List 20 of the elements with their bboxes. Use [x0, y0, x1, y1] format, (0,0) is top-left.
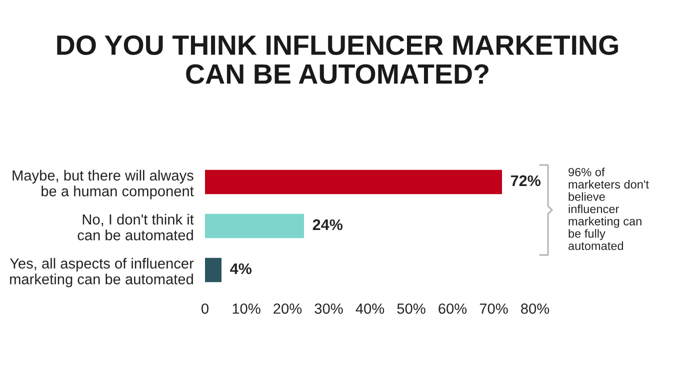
chart-title: DO YOU THINK INFLUENCER MARKETING CAN BE AUTOMATED? — [57, 35, 618, 84]
x-tick-label: 40% — [356, 303, 384, 314]
data-label: 4% — [230, 263, 252, 274]
x-tick-label: 30% — [314, 303, 343, 314]
bar — [205, 214, 304, 238]
text: 96% of marketers don't believe influencer marketing can be fully automated — [568, 168, 649, 250]
data-label: 72% — [510, 175, 541, 186]
bar — [205, 258, 222, 282]
y-tick-label: No, I don't think it can be automated — [78, 214, 194, 240]
x-tick-label: 80% — [521, 303, 550, 314]
y-tick-label: Yes, all aspects of influencer marketing can be automated — [10, 258, 194, 288]
bar — [205, 170, 502, 194]
data-label: 24% — [312, 219, 343, 230]
x-tick-label: 20% — [274, 303, 302, 314]
x-tick-label: 60% — [438, 303, 467, 314]
x-tick-label: 50% — [397, 303, 426, 314]
y-tick-label: Maybe, but there will always be a human component — [12, 170, 194, 200]
x-tick-label: 0 — [202, 303, 208, 314]
x-tick-label: 10% — [232, 303, 260, 314]
x-tick-label: 70% — [480, 303, 508, 314]
